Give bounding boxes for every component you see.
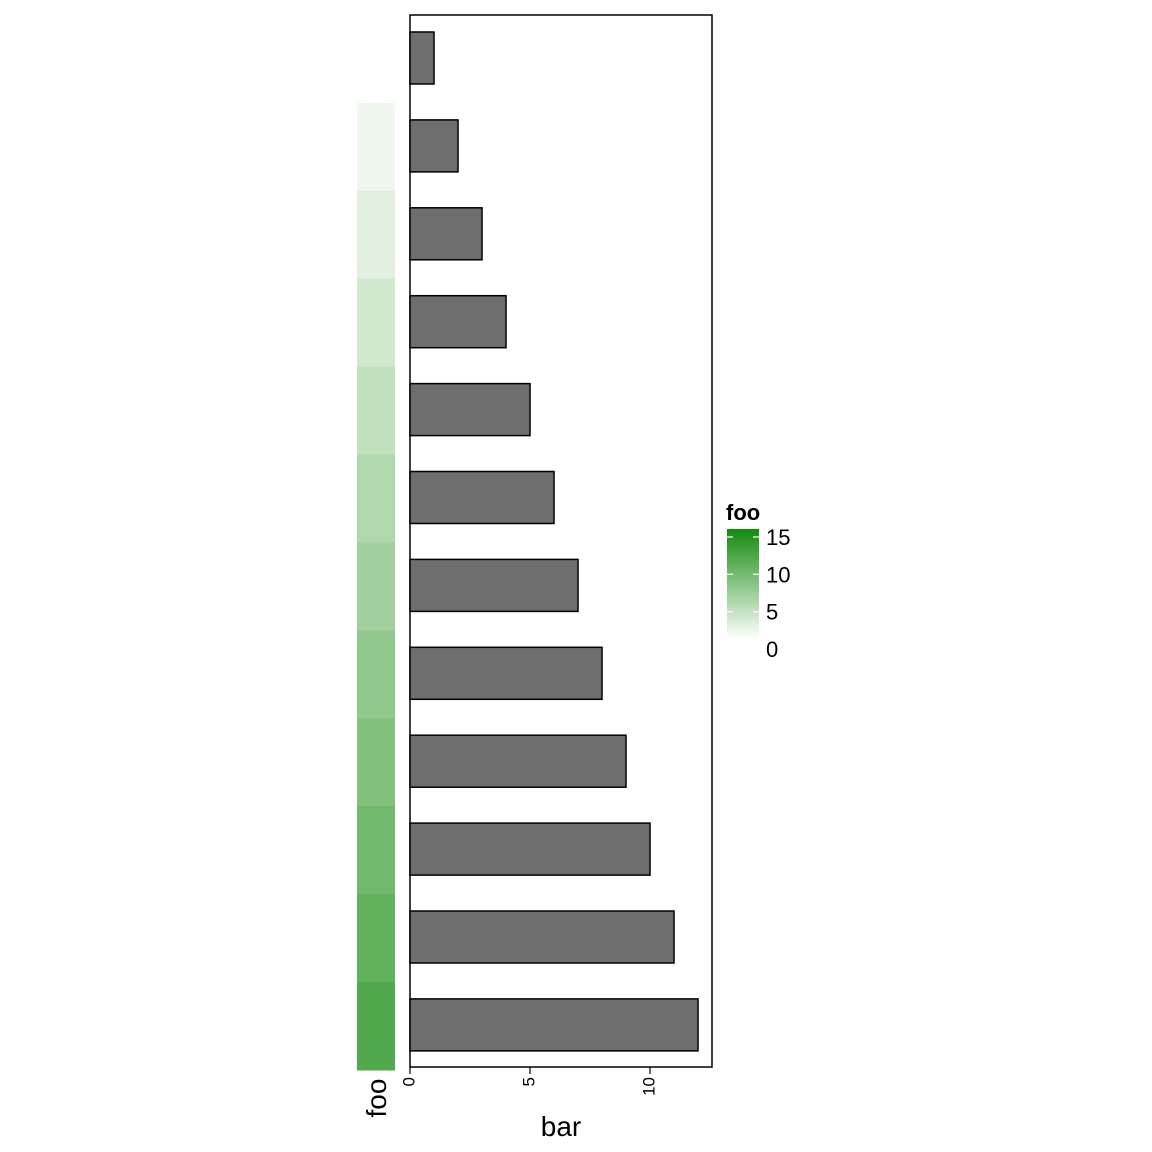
x-axis: 0 5 10 [399,1067,658,1096]
x-tick-label-1: 5 [519,1077,538,1086]
annotation-cell-2 [357,190,395,280]
x-axis-title: bar [541,1111,581,1142]
annotation-axis-label: foo [361,1079,392,1118]
legend: foo 15 10 5 0 [726,500,790,662]
bar-3 [409,207,483,261]
bars [409,31,699,1052]
bar-7 [409,558,579,613]
annotation-cell-11 [357,982,395,1071]
bar-4 [409,294,507,349]
plot-panel [409,14,713,1068]
foo-annotation-strip [357,103,395,1071]
annotation-cell-5 [357,454,395,544]
annotation-cell-10 [357,894,395,983]
bar-1 [409,31,435,85]
annotation-cell-1 [357,103,395,192]
legend-label-1: 10 [766,562,790,587]
annotation-cell-3 [357,278,395,368]
bar-5 [409,382,531,437]
legend-label-3: 0 [766,637,778,662]
legend-label-2: 5 [766,600,778,625]
annotation-cell-8 [357,718,395,807]
bar-11 [409,910,675,964]
bar-2 [409,119,459,173]
bar-6 [409,470,555,525]
x-tick-label-2: 10 [639,1077,658,1096]
annotation-cell-6 [357,542,395,631]
annotation-cell-7 [357,630,395,719]
bar-10 [409,822,651,876]
annotation-cell-9 [357,806,395,895]
x-tick-label-0: 0 [399,1077,418,1086]
legend-title: foo [726,500,760,525]
bar-8 [409,646,603,701]
bar-9 [409,734,627,788]
annotation-cell-4 [357,366,395,456]
legend-colorbar [727,529,759,639]
bar-12 [409,998,699,1052]
legend-label-0: 15 [766,525,790,550]
